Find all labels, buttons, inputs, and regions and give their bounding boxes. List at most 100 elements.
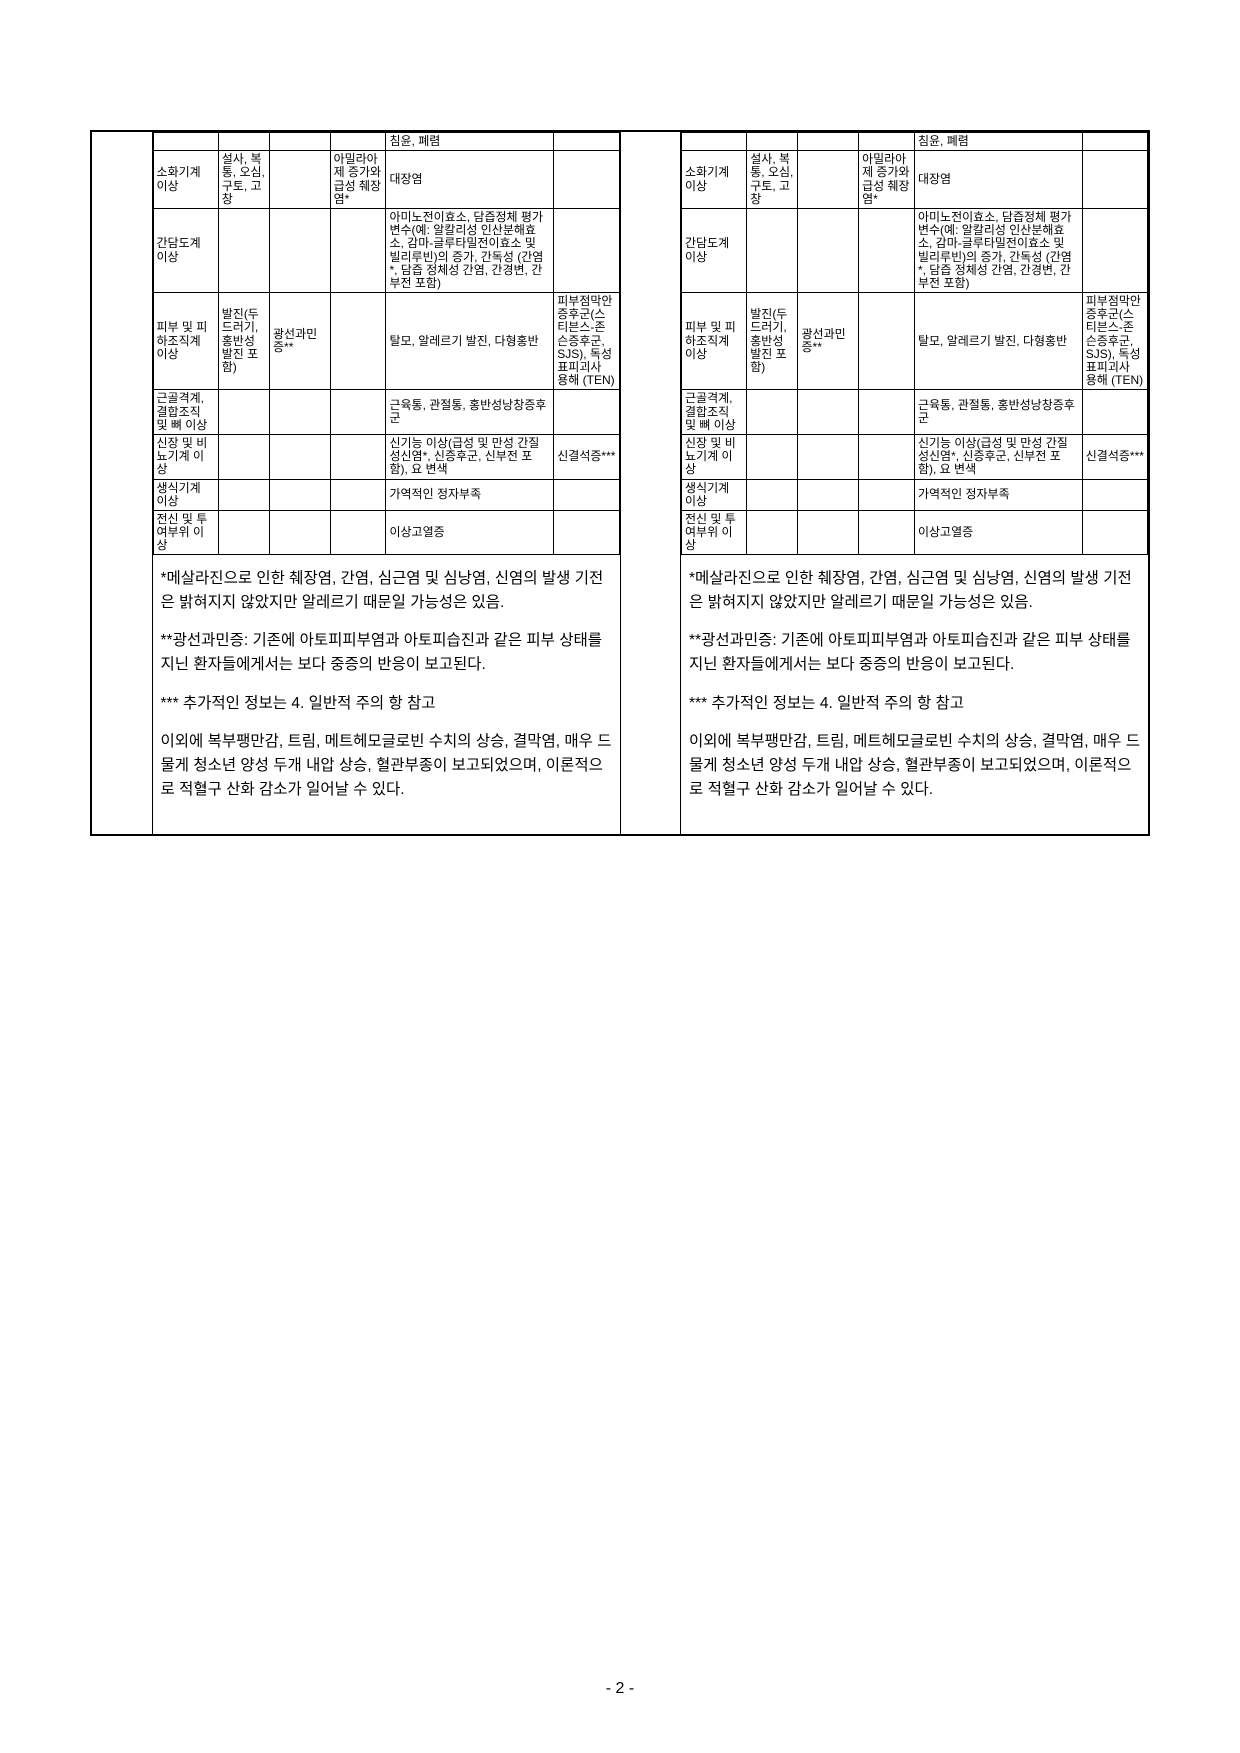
table-cell: 생식기계 이상	[682, 479, 747, 510]
table-row: 피부 및 피하조직계 이상발진(두드러기, 홍반성 발진 포함)광선과민증** 탈…	[682, 293, 1148, 390]
table-cell	[269, 479, 330, 510]
table-cell: 대장염	[914, 151, 1082, 209]
table-cell	[330, 434, 386, 479]
table-row: 전신 및 투여부위 이상 이상고열증	[682, 510, 1148, 555]
table-cell: 이상고열증	[386, 510, 554, 555]
table-cell: 피부 및 피하조직계 이상	[682, 293, 747, 390]
table-cell	[218, 510, 269, 555]
table-cell: 탈모, 알레르기 발진, 다형홍반	[914, 293, 1082, 390]
right-padding-cell	[621, 132, 681, 834]
note-paragraph: 이외에 복부팽만감, 트림, 메트헤모글로빈 수치의 상승, 결막염, 매우 드…	[689, 730, 1140, 802]
table-cell	[1082, 151, 1147, 209]
table-cell: 가역적인 정자부족	[914, 479, 1082, 510]
note-paragraph: **광선과민증: 기존에 아토피피부염과 아토피습진과 같은 피부 상태를 지닌…	[161, 629, 612, 677]
table-cell	[859, 510, 915, 555]
table-cell: 신장 및 비뇨기계 이상	[682, 434, 747, 479]
table-cell	[330, 133, 386, 151]
table-cell	[218, 208, 269, 292]
table-row: 간담도계 이상아미노전이효소, 담즙정체 평가변수(예: 알칼리성 인산분해효소…	[153, 208, 619, 292]
table-cell	[1082, 390, 1147, 435]
table-cell	[269, 390, 330, 435]
table-cell: 발진(두드러기, 홍반성 발진 포함)	[218, 293, 269, 390]
table-cell: 아미노전이효소, 담즙정체 평가변수(예: 알칼리성 인산분해효소, 감마-글루…	[386, 208, 554, 292]
table-cell: 아미노전이효소, 담즙정체 평가변수(예: 알칼리성 인산분해효소, 감마-글루…	[914, 208, 1082, 292]
table-row: 신장 및 비뇨기계 이상신기능 이상(급성 및 만성 간질성신염*, 신증후군,…	[153, 434, 619, 479]
left-column: 침윤, 폐렴소화기계 이상설사, 복통, 오심, 구토, 고창아밀라아제 증가와…	[91, 131, 620, 835]
table-cell: 아밀라아제 증가와 급성 췌장염*	[330, 151, 386, 209]
table-cell	[859, 479, 915, 510]
table-cell	[859, 208, 915, 292]
note-paragraph: *** 추가적인 정보는 4. 일반적 주의 항 참고	[689, 692, 1140, 716]
table-cell	[1082, 133, 1147, 151]
right-column: 침윤, 폐렴소화기계 이상설사, 복통, 오심, 구토, 고창아밀라아제 증가와…	[620, 131, 1149, 835]
table-row: 피부 및 피하조직계 이상발진(두드러기, 홍반성 발진 포함)광선과민증**탈…	[153, 293, 619, 390]
table-cell	[269, 434, 330, 479]
table-cell: 신기능 이상(급성 및 만성 간질성신염*, 신증후군, 신부전 포함), 요 …	[914, 434, 1082, 479]
table-cell: 신결석증***	[1082, 434, 1147, 479]
left-padding-cell	[92, 132, 152, 834]
table-cell	[798, 479, 859, 510]
table-cell	[1082, 479, 1147, 510]
table-cell: 간담도계 이상	[682, 208, 747, 292]
table-row: 간담도계 이상 아미노전이효소, 담즙정체 평가변수(예: 알칼리성 인산분해효소…	[682, 208, 1148, 292]
table-cell	[1082, 510, 1147, 555]
notes-left: *메살라진으로 인한 췌장염, 간염, 심근염 및 심낭염, 신염의 발생 기전…	[153, 555, 620, 833]
table-cell	[747, 479, 798, 510]
table-cell	[747, 133, 798, 151]
table-cell: 탈모, 알레르기 발진, 다형홍반	[386, 293, 554, 390]
table-cell	[554, 133, 619, 151]
table-cell	[554, 208, 619, 292]
table-cell: 근골격계, 결합조직 및 뼈 이상	[682, 390, 747, 435]
table-cell	[747, 434, 798, 479]
table-cell	[798, 390, 859, 435]
table-cell	[218, 390, 269, 435]
table-cell: 피부 및 피하조직계 이상	[153, 293, 218, 390]
table-cell: 광선과민증**	[798, 293, 859, 390]
table-row: 소화기계 이상설사, 복통, 오심, 구토, 고창아밀라아제 증가와 급성 췌장…	[153, 151, 619, 209]
table-row: 근골격계, 결합조직 및 뼈 이상 근육통, 관절통, 홍반성낭창증후군	[682, 390, 1148, 435]
table-cell: 아밀라아제 증가와 급성 췌장염*	[859, 151, 915, 209]
note-paragraph: **광선과민증: 기존에 아토피피부염과 아토피습진과 같은 피부 상태를 지닌…	[689, 629, 1140, 677]
table-cell: 근골격계, 결합조직 및 뼈 이상	[153, 390, 218, 435]
table-cell	[218, 133, 269, 151]
table-cell: 소화기계 이상	[682, 151, 747, 209]
medication-table-right: 침윤, 폐렴소화기계 이상설사, 복통, 오심, 구토, 고창아밀라아제 증가와…	[681, 132, 1148, 555]
table-cell: 전신 및 투여부위 이상	[682, 510, 747, 555]
table-row: 근골격계, 결합조직 및 뼈 이상 근육통, 관절통, 홍반성낭창증후군	[153, 390, 619, 435]
table-cell	[330, 390, 386, 435]
table-row: 전신 및 투여부위 이상이상고열증	[153, 510, 619, 555]
table-cell	[554, 151, 619, 209]
table-cell	[269, 510, 330, 555]
table-cell	[798, 133, 859, 151]
left-content-cell: 침윤, 폐렴소화기계 이상설사, 복통, 오심, 구토, 고창아밀라아제 증가와…	[152, 132, 620, 834]
table-cell	[859, 390, 915, 435]
table-cell	[330, 293, 386, 390]
table-cell: 가역적인 정자부족	[386, 479, 554, 510]
table-cell	[269, 208, 330, 292]
table-cell: 신기능 이상(급성 및 만성 간질성신염*, 신증후군, 신부전 포함), 요 …	[386, 434, 554, 479]
table-cell: 이상고열증	[914, 510, 1082, 555]
table-cell	[218, 479, 269, 510]
medication-table-left: 침윤, 폐렴소화기계 이상설사, 복통, 오심, 구토, 고창아밀라아제 증가와…	[153, 132, 620, 555]
table-cell: 근육통, 관절통, 홍반성낭창증후군	[386, 390, 554, 435]
table-cell	[218, 434, 269, 479]
outer-comparison-table: 침윤, 폐렴소화기계 이상설사, 복통, 오심, 구토, 고창아밀라아제 증가와…	[90, 130, 1150, 836]
table-cell	[747, 390, 798, 435]
note-paragraph: *메살라진으로 인한 췌장염, 간염, 심근염 및 심낭염, 신염의 발생 기전…	[689, 567, 1140, 615]
table-cell	[747, 510, 798, 555]
table-cell	[682, 133, 747, 151]
table-cell	[153, 133, 218, 151]
table-cell: 침윤, 폐렴	[914, 133, 1082, 151]
table-cell: 대장염	[386, 151, 554, 209]
table-cell: 근육통, 관절통, 홍반성낭창증후군	[914, 390, 1082, 435]
table-cell	[798, 510, 859, 555]
table-cell: 침윤, 폐렴	[386, 133, 554, 151]
table-cell	[798, 208, 859, 292]
table-cell	[554, 479, 619, 510]
table-cell	[269, 151, 330, 209]
note-paragraph: 이외에 복부팽만감, 트림, 메트헤모글로빈 수치의 상승, 결막염, 매우 드…	[161, 730, 612, 802]
table-cell	[1082, 208, 1147, 292]
table-cell	[269, 133, 330, 151]
note-paragraph: *메살라진으로 인한 췌장염, 간염, 심근염 및 심낭염, 신염의 발생 기전…	[161, 567, 612, 615]
table-cell: 발진(두드러기, 홍반성 발진 포함)	[747, 293, 798, 390]
